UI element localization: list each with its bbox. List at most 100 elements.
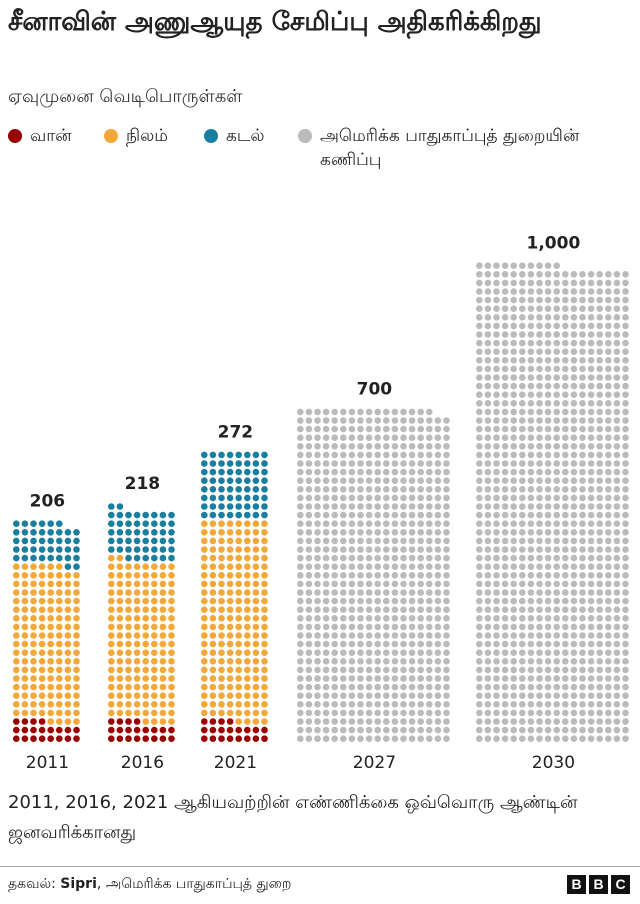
dot-land (125, 606, 132, 613)
dot-air (235, 735, 242, 742)
dot-estimate (519, 271, 526, 278)
dot-estimate (587, 520, 595, 527)
dot-estimate (443, 468, 450, 476)
dot-estimate (383, 718, 390, 725)
dot-estimate (476, 726, 483, 734)
dot-land (226, 589, 234, 596)
dot-estimate (527, 468, 535, 476)
dot-estimate (519, 279, 526, 287)
dot-estimate (408, 451, 416, 459)
dot-land (125, 692, 132, 699)
dot-estimate (443, 666, 450, 674)
dot-land (209, 529, 217, 536)
dot-land (168, 675, 175, 682)
dot-estimate (493, 701, 500, 708)
dot-estimate (527, 520, 535, 527)
dot-estimate (426, 666, 433, 674)
dot-estimate (519, 520, 526, 527)
dot-estimate (544, 726, 552, 734)
dot-land (261, 606, 268, 613)
dot-estimate (417, 434, 425, 441)
dot-estimate (527, 632, 535, 639)
dot-estimate (527, 701, 535, 708)
dot-estimate (553, 615, 560, 622)
dot-estimate (374, 589, 382, 596)
dot-sea (235, 477, 242, 485)
dot-estimate (417, 589, 425, 596)
dot-estimate (553, 701, 560, 708)
dot-estimate (605, 374, 612, 381)
dot-land (226, 658, 234, 665)
dot-land (108, 675, 115, 682)
dot-estimate (562, 726, 569, 734)
dot-estimate (340, 425, 347, 433)
dot-estimate (322, 563, 330, 570)
dot-estimate (527, 460, 535, 467)
dot-estimate (476, 322, 483, 330)
dot-sea (108, 503, 115, 510)
dot-estimate (484, 443, 492, 450)
dot-land (133, 709, 141, 717)
dot-sea (159, 537, 167, 545)
dot-estimate (510, 658, 517, 665)
dot-estimate (596, 486, 603, 493)
dot-estimate (493, 563, 500, 570)
dot-estimate (587, 348, 595, 355)
dot-land (64, 615, 72, 622)
dot-sea (201, 468, 208, 476)
dot-estimate (544, 331, 552, 338)
dot-estimate (510, 606, 517, 613)
dot-estimate (562, 554, 569, 562)
dot-estimate (443, 726, 450, 734)
dot-estimate (527, 382, 535, 390)
dot-sea (142, 537, 149, 545)
dot-estimate (391, 606, 399, 613)
dot-estimate (297, 580, 304, 588)
dot-sea (38, 529, 46, 536)
dot-estimate (544, 572, 552, 579)
dot-estimate (536, 460, 543, 467)
dot-land (201, 589, 208, 596)
dot-sea (125, 554, 132, 562)
dot-estimate (484, 451, 492, 459)
dot-land (209, 658, 217, 665)
dot-estimate (579, 589, 586, 596)
dot-estimate (348, 623, 356, 631)
dot-estimate (476, 451, 483, 459)
dot-estimate (426, 709, 433, 717)
dot-land (125, 675, 132, 682)
dot-sea (201, 477, 208, 485)
dot-land (261, 580, 268, 588)
dot-estimate (527, 271, 535, 278)
dot-estimate (544, 486, 552, 493)
dot-estimate (493, 391, 500, 398)
dot-land (209, 589, 217, 596)
dot-estimate (622, 683, 629, 691)
dot-estimate (527, 477, 535, 485)
dot-estimate (434, 529, 442, 536)
dot-estimate (484, 365, 492, 373)
dot-estimate (322, 460, 330, 467)
dot-estimate (553, 546, 560, 553)
dot-air (30, 726, 37, 734)
dot-estimate (613, 348, 621, 355)
dot-sea (125, 520, 132, 527)
dot-estimate (605, 279, 612, 287)
dot-air (226, 718, 234, 725)
dot-estimate (493, 314, 500, 321)
dot-land (252, 572, 260, 579)
dot-estimate (613, 701, 621, 708)
dot-estimate (357, 615, 364, 622)
dot-land (218, 632, 225, 639)
dot-estimate (519, 339, 526, 347)
dot-estimate (613, 382, 621, 390)
dot-estimate (510, 597, 517, 605)
dot-estimate (434, 726, 442, 734)
dot-land (226, 640, 234, 648)
dot-land (261, 675, 268, 682)
dot-land (21, 623, 29, 631)
dot-estimate (622, 520, 629, 527)
dot-estimate (527, 296, 535, 304)
dot-air (201, 735, 208, 742)
dot-land (261, 632, 268, 639)
